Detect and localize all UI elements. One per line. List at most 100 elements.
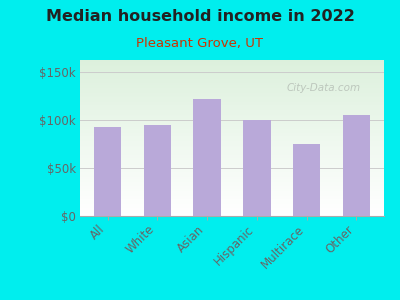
Bar — [80, 171, 384, 172]
Bar — [80, 143, 384, 144]
Bar — [80, 200, 384, 202]
Bar — [80, 76, 384, 77]
Bar — [80, 94, 384, 96]
Bar — [80, 68, 384, 69]
Bar — [80, 193, 384, 194]
Bar — [80, 182, 384, 183]
Bar — [80, 203, 384, 205]
Text: City-Data.com: City-Data.com — [287, 83, 361, 93]
Bar — [80, 176, 384, 177]
Bar — [80, 161, 384, 163]
Bar — [80, 60, 384, 61]
Bar — [80, 214, 384, 216]
Bar — [80, 186, 384, 188]
Bar — [80, 100, 384, 102]
Bar — [80, 177, 384, 178]
Bar — [80, 169, 384, 171]
Bar — [80, 178, 384, 180]
Bar — [293, 144, 320, 216]
Bar — [80, 188, 384, 190]
Bar — [80, 147, 384, 149]
Bar — [80, 77, 384, 79]
Bar — [80, 141, 384, 143]
Bar — [80, 110, 384, 112]
Bar — [80, 157, 384, 158]
Bar — [80, 127, 384, 129]
Bar — [80, 144, 384, 146]
Bar — [94, 128, 121, 216]
Bar — [80, 91, 384, 93]
Bar — [80, 66, 384, 68]
Bar — [80, 61, 384, 63]
Bar — [80, 116, 384, 118]
Bar — [343, 115, 370, 216]
Bar — [80, 119, 384, 121]
Bar — [243, 120, 270, 216]
Bar — [80, 149, 384, 151]
Bar — [80, 65, 384, 66]
Bar — [80, 158, 384, 160]
Bar — [80, 133, 384, 135]
Bar — [80, 88, 384, 90]
Bar — [80, 124, 384, 125]
Bar — [80, 69, 384, 71]
Bar — [80, 115, 384, 116]
Bar — [80, 146, 384, 147]
Bar — [80, 168, 384, 169]
Bar — [80, 155, 384, 157]
Bar — [80, 166, 384, 168]
Bar — [80, 121, 384, 122]
Bar — [144, 124, 171, 216]
Bar — [80, 172, 384, 174]
Bar — [80, 185, 384, 186]
Bar — [80, 196, 384, 197]
Bar — [80, 105, 384, 107]
Bar — [80, 190, 384, 191]
Bar — [80, 83, 384, 85]
Bar — [80, 163, 384, 164]
Bar — [80, 174, 384, 176]
Bar — [80, 107, 384, 108]
Bar — [80, 98, 384, 99]
Bar — [80, 154, 384, 155]
Bar — [80, 138, 384, 140]
Bar — [80, 210, 384, 211]
Bar — [80, 112, 384, 113]
Bar — [80, 63, 384, 65]
Bar — [80, 132, 384, 133]
Bar — [80, 71, 384, 73]
Bar — [80, 213, 384, 214]
Bar — [80, 151, 384, 152]
Bar — [80, 80, 384, 82]
Text: Median household income in 2022: Median household income in 2022 — [46, 9, 354, 24]
Bar — [80, 197, 384, 199]
Bar — [80, 74, 384, 76]
Bar — [80, 152, 384, 154]
Bar — [80, 130, 384, 132]
Bar — [80, 183, 384, 185]
Bar — [80, 73, 384, 74]
Bar — [80, 199, 384, 200]
Bar — [80, 136, 384, 138]
Bar — [80, 82, 384, 83]
Bar — [80, 96, 384, 98]
Bar — [80, 99, 384, 100]
Bar — [80, 125, 384, 127]
Bar — [80, 93, 384, 94]
Bar — [80, 135, 384, 136]
Bar — [80, 90, 384, 91]
Bar — [80, 207, 384, 208]
Bar — [80, 140, 384, 141]
Bar — [80, 194, 384, 196]
Text: Pleasant Grove, UT: Pleasant Grove, UT — [136, 38, 264, 50]
Bar — [80, 160, 384, 161]
Bar — [80, 102, 384, 104]
Bar — [80, 108, 384, 110]
Bar — [80, 164, 384, 166]
Bar — [80, 86, 384, 88]
Bar — [80, 122, 384, 124]
Bar — [194, 98, 221, 216]
Bar — [80, 118, 384, 119]
Bar — [80, 129, 384, 130]
Bar — [80, 85, 384, 86]
